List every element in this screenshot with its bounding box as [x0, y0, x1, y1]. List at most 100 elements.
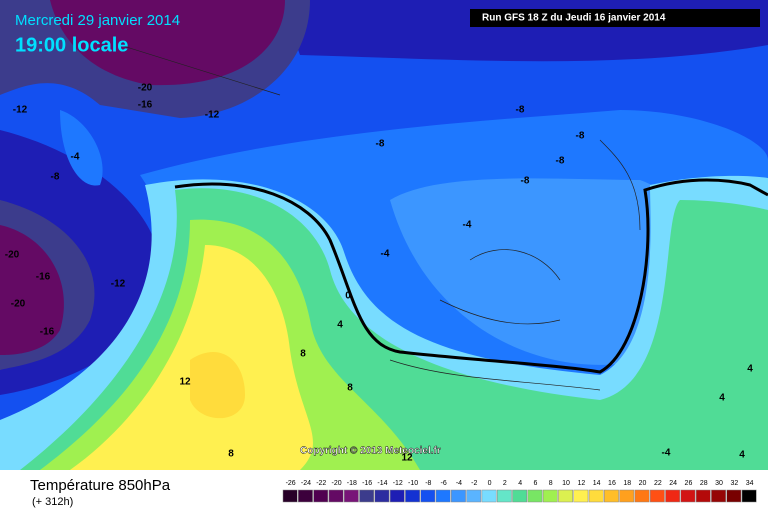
legend-swatch: [481, 489, 497, 503]
warm-zone: [70, 245, 313, 470]
legend-swatch: [604, 489, 619, 503]
contour-label: -16: [138, 100, 153, 111]
legend-swatch: [359, 489, 375, 503]
legend-swatch: [711, 489, 726, 503]
legend-label: 4: [518, 480, 522, 487]
contour-label: 4: [739, 450, 745, 461]
contour-label: -8: [556, 156, 565, 167]
legend-swatch: [512, 489, 528, 503]
legend-swatch: [435, 489, 451, 503]
legend-swatch: [405, 489, 420, 503]
legend-swatch: [634, 489, 650, 503]
legend-swatch: [649, 489, 665, 503]
legend-label: 22: [654, 480, 662, 487]
contour-label: -8: [376, 139, 385, 150]
legend-label: -22: [316, 480, 326, 487]
legend-label: 18: [623, 480, 631, 487]
cold-zone: [0, 225, 64, 355]
contour-label: -16: [40, 327, 55, 338]
contour-label: 4: [747, 364, 753, 375]
legend-label: -16: [362, 480, 372, 487]
legend-label: 24: [669, 480, 677, 487]
legend-swatch: [665, 489, 681, 503]
contour-label: 4: [337, 320, 343, 331]
legend-label: 10: [562, 480, 570, 487]
legend-label: -26: [286, 480, 296, 487]
contour-label: 12: [401, 453, 413, 464]
contour-label: 8: [228, 449, 234, 460]
legend-label: 12: [577, 480, 585, 487]
contour-label: -4: [71, 152, 80, 163]
contour-label: -12: [205, 110, 220, 121]
contour-label: 4: [719, 393, 725, 404]
legend-swatch: [313, 489, 329, 503]
cold-zone: [50, 0, 285, 86]
legend-label: 30: [715, 480, 723, 487]
mild-zone: [60, 110, 103, 186]
run-info: Run GFS 18 Z du Jeudi 16 janvier 2014: [482, 13, 666, 24]
legend-swatch: [343, 489, 359, 503]
run-box: [470, 9, 760, 27]
legend-label: 16: [608, 480, 616, 487]
copyright: Copyright © 2013 Meteociel.fr: [300, 446, 441, 457]
legend-label: -12: [393, 480, 403, 487]
mild-zone: [390, 178, 693, 365]
legend-swatch: [466, 489, 482, 503]
contour-label: -20: [138, 83, 153, 94]
time: 19:00 locale: [15, 34, 128, 56]
legend-swatch: [282, 489, 298, 503]
legend-swatch: [588, 489, 604, 503]
legend-swatch: [542, 489, 558, 503]
contour-label: 8: [347, 383, 353, 394]
legend-label: -20: [331, 480, 341, 487]
legend-label: 6: [533, 480, 537, 487]
legend-label: -14: [377, 480, 387, 487]
contour-label: -20: [5, 250, 20, 261]
legend-swatch: [558, 489, 573, 503]
legend-swatch: [619, 489, 635, 503]
legend-label: 26: [685, 480, 693, 487]
legend-swatch: [328, 489, 344, 503]
legend-swatch: [420, 489, 436, 503]
legend-label: 8: [549, 480, 553, 487]
legend-swatch: [389, 489, 405, 503]
date: Mercredi 29 janvier 2014: [15, 12, 180, 29]
legend-swatch: [680, 489, 696, 503]
legend-label: 2: [503, 480, 507, 487]
contour-label: -16: [36, 272, 51, 283]
contour-label: -8: [576, 131, 585, 142]
contour-label: -8: [516, 105, 525, 116]
legend-label: 0: [488, 480, 492, 487]
legend-swatch: [374, 489, 390, 503]
legend-swatch: [527, 489, 543, 503]
contour-label: -20: [11, 299, 26, 310]
legend-label: 32: [730, 480, 738, 487]
legend-label: -6: [441, 480, 447, 487]
legend-swatch: [496, 489, 512, 503]
legend-swatch: [573, 489, 589, 503]
borders: [119, 44, 641, 391]
contour-label: -4: [381, 249, 390, 260]
legend-label: -8: [425, 480, 431, 487]
contour-label: 12: [179, 377, 191, 388]
zero-isotherm: [174, 178, 768, 374]
legend-swatch: [298, 489, 313, 503]
legend-label: -18: [347, 480, 357, 487]
legend-swatch: [695, 489, 711, 503]
footer-subtitle: (+ 312h): [32, 496, 73, 508]
legend-label: 34: [746, 480, 754, 487]
contour-label: -8: [51, 172, 60, 183]
contour-label: -12: [111, 279, 126, 290]
legend-swatch: [741, 489, 757, 503]
legend-swatch: [451, 489, 466, 503]
legend-label: -4: [456, 480, 462, 487]
contour-label: 0: [345, 291, 351, 302]
contour-label: 8: [300, 349, 306, 360]
legend-label: 20: [639, 480, 647, 487]
legend-swatch: [726, 489, 742, 503]
contour-label: -4: [662, 448, 671, 459]
legend-label: -10: [408, 480, 418, 487]
footer-title: Température 850hPa: [30, 477, 171, 494]
contour-label: -4: [463, 220, 472, 231]
